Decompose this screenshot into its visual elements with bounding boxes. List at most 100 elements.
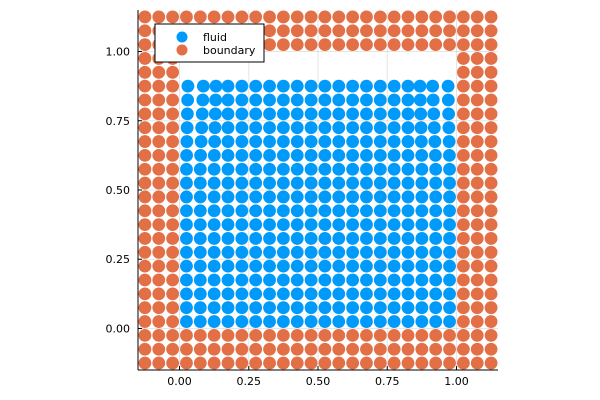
boundary-point — [332, 356, 346, 370]
fluid-point — [249, 273, 263, 287]
boundary-point — [373, 38, 387, 52]
boundary-point — [470, 38, 484, 52]
boundary-point — [346, 342, 360, 356]
boundary-point — [484, 52, 498, 65]
boundary-point — [166, 218, 180, 232]
boundary-point — [456, 10, 470, 24]
fluid-point — [318, 93, 332, 107]
boundary-point — [276, 24, 290, 38]
fluid-point — [318, 204, 332, 218]
boundary-point — [152, 273, 166, 287]
boundary-point — [249, 328, 263, 342]
fluid-point — [196, 93, 210, 107]
fluid-point — [180, 135, 194, 148]
boundary-point — [415, 328, 429, 342]
fluid-point — [332, 135, 346, 148]
boundary-point — [387, 24, 401, 38]
fluid-point — [414, 107, 428, 121]
boundary-point — [290, 328, 304, 342]
boundary-point — [346, 356, 360, 370]
fluid-point — [304, 121, 318, 135]
boundary-point — [484, 79, 498, 93]
fluid-point — [429, 162, 443, 176]
boundary-point — [152, 204, 166, 218]
fluid-point — [180, 121, 194, 135]
boundary-point — [456, 301, 470, 315]
fluid-point — [249, 245, 263, 259]
fluid-point — [290, 148, 304, 162]
fluid-point — [318, 190, 332, 204]
boundary-point — [304, 356, 318, 370]
fluid-point — [360, 315, 373, 328]
boundary-point — [429, 10, 443, 24]
boundary-point — [456, 259, 470, 273]
boundary-point — [180, 10, 193, 24]
fluid-point — [180, 162, 193, 176]
fluid-point — [195, 121, 209, 135]
fluid-point — [207, 162, 221, 176]
fluid-point — [442, 135, 456, 148]
fluid-point — [429, 190, 443, 204]
boundary-point — [484, 65, 498, 79]
fluid-point — [249, 301, 263, 315]
boundary-point — [193, 342, 207, 356]
fluid-point — [373, 79, 387, 93]
boundary-point — [166, 107, 180, 121]
boundary-point — [387, 10, 401, 24]
fluid-point — [249, 148, 263, 162]
fluid-point — [443, 176, 456, 190]
boundary-point — [484, 204, 498, 218]
boundary-point — [360, 24, 373, 38]
boundary-point — [470, 176, 484, 190]
fluid-point — [207, 218, 221, 232]
fluid-point — [346, 287, 360, 301]
fluid-point — [276, 148, 290, 162]
fluid-point — [180, 301, 193, 315]
fluid-point — [235, 273, 249, 287]
fluid-point — [249, 287, 263, 301]
fluid-point — [276, 107, 290, 121]
fluid-point — [263, 315, 276, 328]
boundary-point — [166, 342, 180, 356]
boundary-point — [290, 38, 304, 52]
boundary-point — [290, 356, 304, 370]
fluid-point — [415, 273, 429, 287]
fluid-point — [373, 232, 387, 245]
fluid-point — [443, 315, 456, 328]
fluid-point — [346, 176, 360, 190]
boundary-point — [138, 315, 152, 328]
fluid-point — [346, 121, 360, 135]
fluid-point — [207, 148, 221, 162]
boundary-point — [166, 65, 180, 79]
fluid-point — [401, 287, 415, 301]
boundary-point — [152, 342, 166, 356]
boundary-point — [470, 135, 484, 148]
boundary-point — [470, 79, 484, 93]
fluid-point — [276, 287, 290, 301]
boundary-point — [193, 356, 207, 370]
fluid-point — [221, 245, 235, 259]
fluid-point — [332, 218, 346, 232]
boundary-point — [138, 287, 152, 301]
boundary-point — [484, 287, 498, 301]
fluid-point — [276, 245, 290, 259]
boundary-point — [152, 107, 166, 121]
fluid-point — [290, 79, 304, 93]
fluid-point — [387, 107, 401, 121]
boundary-point — [166, 245, 180, 259]
boundary-point — [318, 342, 332, 356]
fluid-point — [181, 79, 195, 93]
fluid-point — [373, 190, 387, 204]
fluid-point — [413, 79, 427, 93]
boundary-point — [332, 24, 346, 38]
legend-label-boundary: boundary — [203, 44, 256, 57]
boundary-point — [373, 24, 387, 38]
fluid-point — [180, 232, 193, 245]
boundary-point — [484, 232, 498, 245]
boundary-point — [443, 38, 456, 52]
boundary-point — [138, 93, 152, 107]
fluid-point — [290, 190, 304, 204]
fluid-point — [193, 232, 207, 245]
fluid-point — [332, 121, 346, 135]
fluid-point — [387, 190, 401, 204]
